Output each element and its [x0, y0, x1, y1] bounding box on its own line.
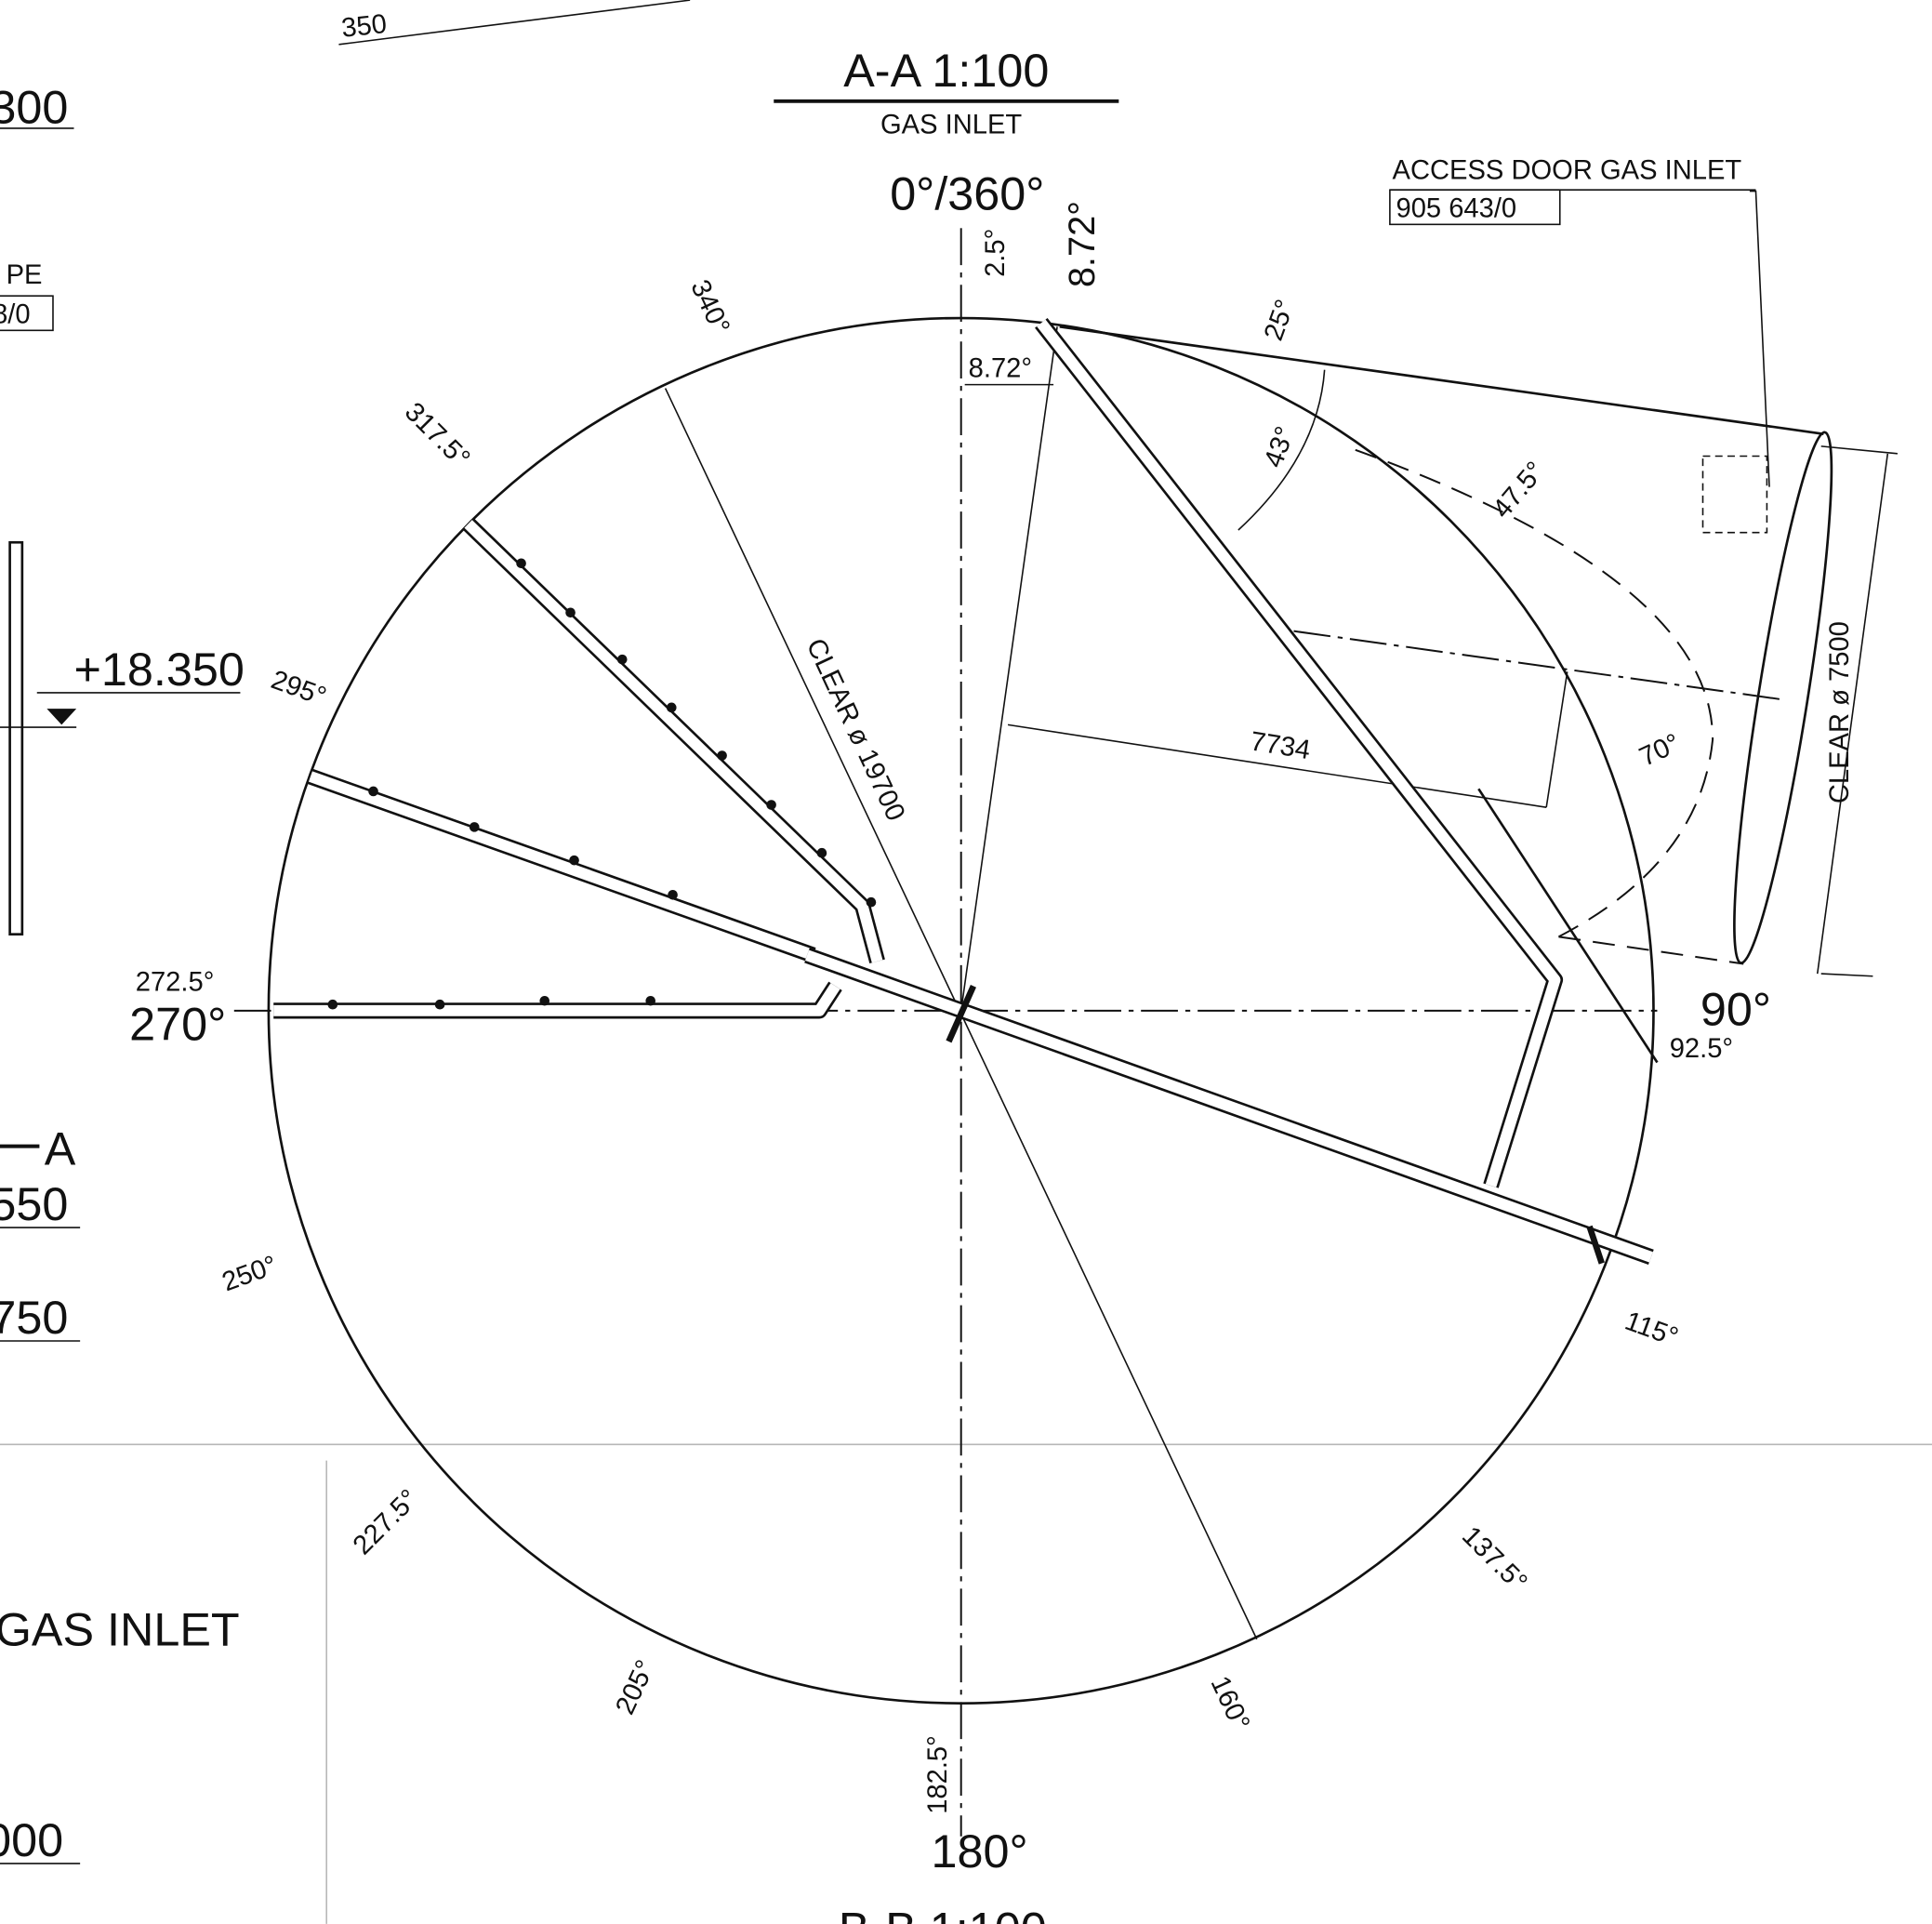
- nozzle: [569, 856, 579, 866]
- nozzle: [516, 558, 526, 568]
- margin-text: PE: [7, 260, 43, 290]
- level-text: 000: [0, 1813, 63, 1866]
- margin-text: GAS INLET: [0, 1602, 240, 1655]
- nozzle: [817, 848, 827, 858]
- angle-label: 270°: [129, 998, 226, 1051]
- section-marker: A: [45, 1122, 76, 1175]
- elevation-text: +18.350: [74, 643, 245, 696]
- sheet: [0, 0, 1932, 1924]
- callout-label: ACCESS DOOR GAS INLET: [1393, 155, 1742, 185]
- nozzle: [539, 996, 549, 1006]
- nozzle: [470, 822, 480, 832]
- angle-label: 8.72°: [1062, 201, 1103, 287]
- nozzle: [667, 703, 677, 713]
- level-text: 550: [0, 1177, 68, 1230]
- level-text: 300: [0, 81, 68, 134]
- section-subtitle: GAS INLET: [880, 110, 1022, 139]
- nozzle: [435, 1000, 445, 1010]
- angle-label: 180°: [932, 1824, 1028, 1878]
- angle-label: 272.5°: [136, 968, 215, 998]
- nozzle: [328, 1000, 338, 1010]
- page: A-A 1:100 GAS INLET B-B 1:100 350 ACCESS…: [0, 0, 1932, 1924]
- drawing: A-A 1:100 GAS INLET B-B 1:100 350 ACCESS…: [0, 0, 1932, 1924]
- angle-label: 2.5°: [981, 229, 1011, 277]
- angle-label: 92.5°: [1670, 1034, 1733, 1064]
- angle-label: 182.5°: [923, 1735, 953, 1814]
- next-section-title: B-B 1:100: [839, 1902, 1047, 1924]
- nozzle: [717, 750, 727, 761]
- nozzle: [766, 800, 776, 810]
- section-title: A-A 1:100: [843, 44, 1049, 97]
- dimension-text: CLEAR ø 7500: [1825, 621, 1855, 803]
- angle-label: 90°: [1700, 983, 1771, 1036]
- nozzle: [668, 890, 678, 900]
- level-text: 750: [0, 1291, 68, 1344]
- nozzle: [645, 996, 655, 1006]
- nozzle: [867, 897, 877, 908]
- nozzle: [565, 607, 576, 617]
- angle-label: 0°/360°: [890, 166, 1044, 219]
- nozzle: [368, 787, 378, 797]
- angle-label: 8.72°: [969, 354, 1032, 384]
- nozzle: [617, 655, 628, 665]
- dimension-text: 350: [340, 9, 389, 44]
- callout-reference: 905 643/0: [1396, 193, 1517, 223]
- margin-text: 8/0: [0, 299, 31, 329]
